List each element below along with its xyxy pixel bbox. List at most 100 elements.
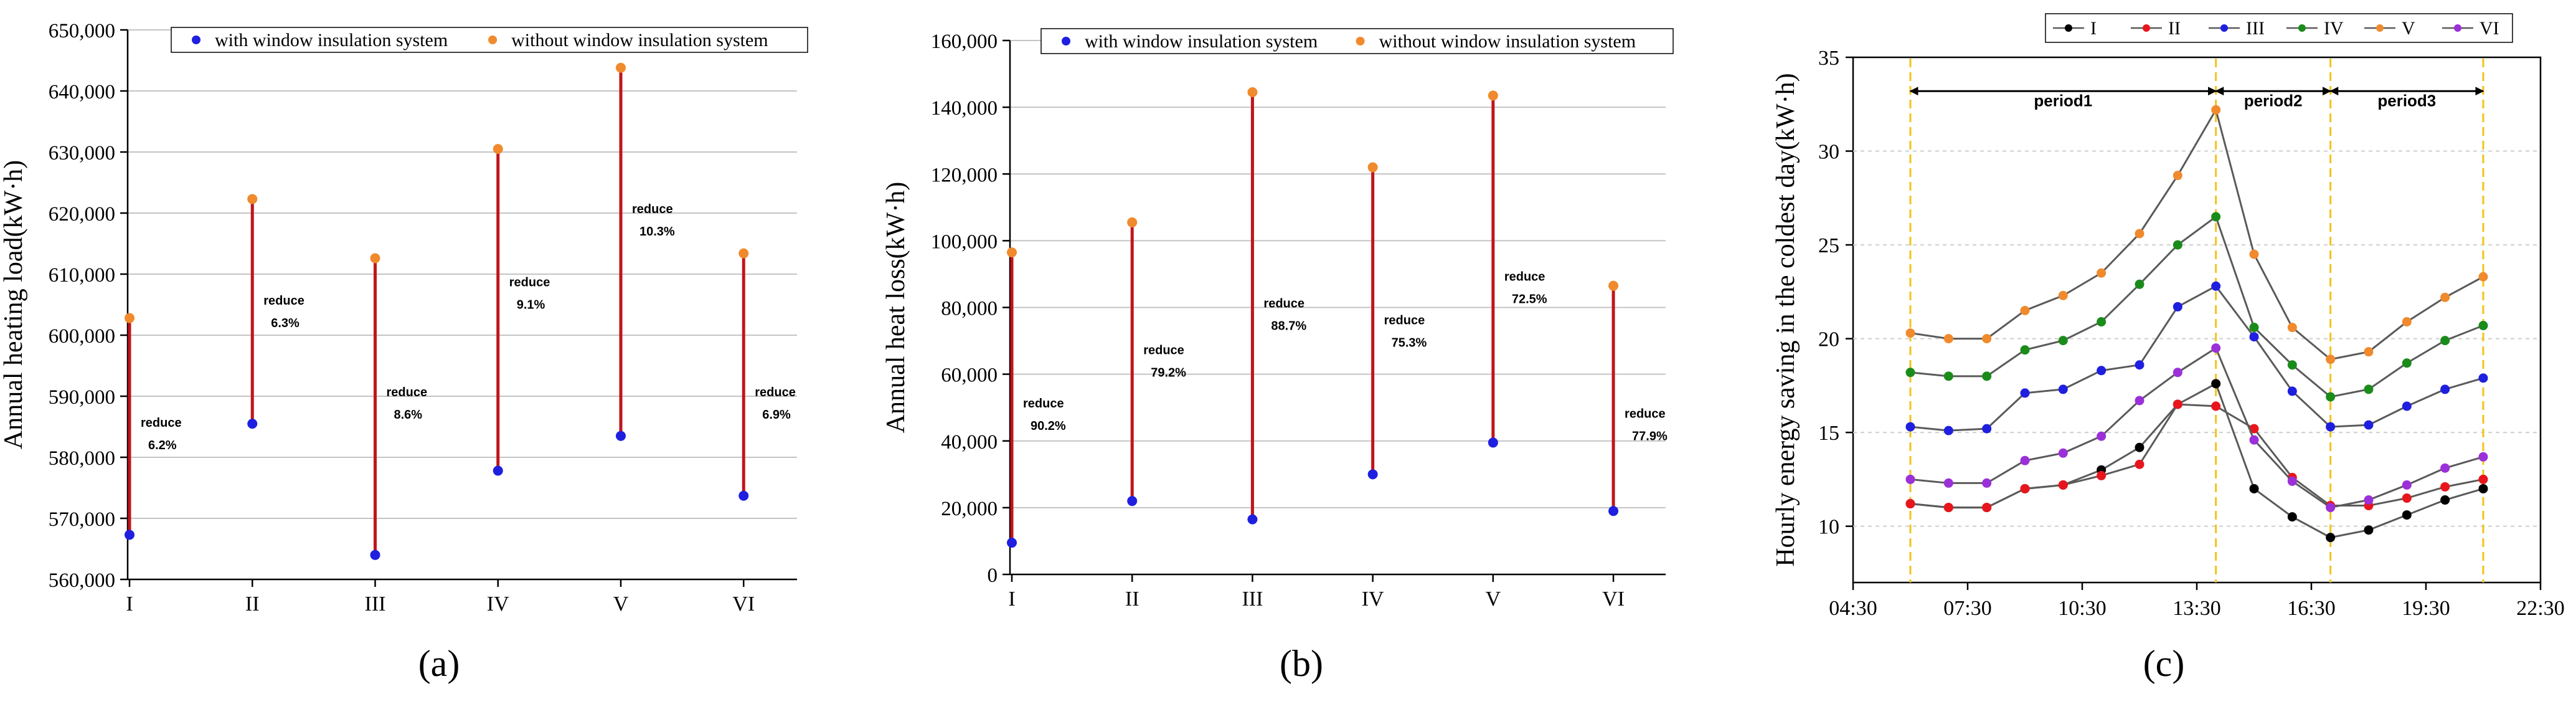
series-point (2440, 482, 2450, 492)
series-line (1910, 346, 2484, 509)
y-tick-label: 640,000 (49, 81, 115, 103)
series-point (2020, 388, 2030, 398)
series-point (1905, 422, 1915, 432)
panel-b-label: (b) (1280, 643, 1323, 684)
series-point (2020, 455, 2030, 465)
annotation-percent: 88.7% (1271, 320, 1306, 333)
x-tick-label: IV (487, 592, 509, 616)
legend-without-marker (488, 36, 498, 44)
series-point (2402, 358, 2412, 368)
series-point (2326, 533, 2336, 543)
x-tick-label: II (245, 592, 260, 616)
series-point (2364, 495, 2374, 505)
series-point (2478, 272, 2488, 282)
without-insulation-point (1127, 217, 1138, 227)
with-insulation-point (1488, 437, 1498, 448)
y-tick-label: 570,000 (49, 508, 115, 531)
x-tick-label: 22:30 (2516, 597, 2564, 620)
series-point (2020, 345, 2030, 355)
y-tick-label: 20 (1818, 328, 1839, 351)
annotation-percent: 79.2% (1151, 366, 1186, 379)
x-tick-label: 19:30 (2402, 597, 2450, 620)
series-point (1905, 328, 1915, 338)
panel-c-label: (c) (2143, 643, 2185, 684)
series-point (2249, 249, 2259, 259)
series-point (2135, 459, 2144, 469)
series-point (2478, 452, 2488, 462)
annotation-reduce: reduce (755, 386, 796, 399)
series-point (2135, 279, 2144, 289)
y-tick-label: 60,000 (941, 364, 998, 387)
series-line (1910, 107, 2484, 361)
annotation-percent: 77.9% (1632, 429, 1668, 443)
x-tick-label: 04:30 (1829, 597, 1877, 620)
annotation-percent: 90.2% (1031, 419, 1066, 433)
series-point (2326, 354, 2336, 364)
without-insulation-point (1007, 247, 1017, 258)
without-insulation-point (1608, 280, 1619, 291)
x-tick-label: V (613, 592, 629, 616)
series-point (2097, 317, 2107, 327)
series-point (2287, 476, 2297, 486)
legend-without-label: without window insulation system (1379, 31, 1636, 52)
y-tick-label: 160,000 (931, 31, 998, 53)
annotation-percent: 6.3% (271, 316, 300, 330)
with-insulation-point (247, 419, 258, 429)
series-point (2211, 212, 2221, 222)
y-tick-label: 20,000 (941, 498, 998, 520)
legend-label: VI (2479, 18, 2499, 39)
series-point (2478, 373, 2488, 383)
without-insulation-point (493, 144, 503, 155)
x-tick-label: II (1125, 587, 1139, 611)
annotation-reduce: reduce (1023, 397, 1064, 411)
x-tick-label: VI (1602, 587, 1625, 611)
x-tick-label: I (126, 592, 133, 616)
legend-marker (2065, 24, 2072, 32)
series-point (2364, 384, 2374, 394)
with-insulation-point (493, 465, 503, 476)
legend-with-label: with window insulation system (215, 30, 448, 50)
annotation-percent: 75.3% (1392, 336, 1427, 350)
series-point (2173, 240, 2182, 250)
series-point (2364, 420, 2374, 430)
y-tick-label: 580,000 (49, 447, 115, 470)
series-point (2211, 343, 2221, 353)
series-point (2173, 368, 2182, 378)
y-tick-label: 600,000 (49, 325, 115, 348)
series-point (1943, 478, 1953, 488)
series-point (2287, 323, 2297, 333)
legend-marker (2220, 24, 2228, 32)
y-tick-label: 610,000 (49, 264, 115, 287)
x-tick-label: 13:30 (2173, 597, 2220, 620)
series-point (2097, 470, 2107, 480)
legend-marker (2454, 24, 2461, 32)
series-point (2135, 396, 2144, 406)
period-label: period2 (2244, 91, 2303, 110)
legend-label: V (2402, 18, 2415, 39)
series-point (2440, 463, 2450, 473)
series-point (2440, 292, 2450, 302)
y-tick-label: 35 (1818, 47, 1839, 70)
x-tick-label: III (1242, 587, 1263, 611)
without-insulation-point (370, 253, 380, 264)
series-point (2402, 510, 2412, 520)
series-point (1982, 371, 1992, 381)
series-point (2364, 525, 2374, 535)
legend-with-marker (192, 36, 201, 44)
without-insulation-point (1367, 162, 1378, 173)
y-tick-label: 100,000 (931, 231, 998, 253)
with-insulation-point (370, 549, 380, 560)
x-tick-label: III (365, 592, 386, 616)
series-point (2249, 424, 2259, 434)
annotation-reduce: reduce (1143, 343, 1184, 357)
series-point (1943, 503, 1953, 513)
series-point (2287, 360, 2297, 370)
series-point (1982, 503, 1992, 513)
annotation-reduce: reduce (1625, 407, 1666, 421)
legend-label: II (2168, 18, 2181, 39)
annotation-percent: 6.9% (762, 408, 791, 422)
panel-b-heat-loss-chart: 0 20,000 40,000 60,000 80,000 100,000 120,000 1… (882, 28, 1674, 611)
y-axis-label: Hourly energy saving in the coldest day(… (1772, 73, 1800, 566)
legend-marker (2298, 24, 2306, 32)
y-tick-label: 140,000 (931, 97, 998, 120)
